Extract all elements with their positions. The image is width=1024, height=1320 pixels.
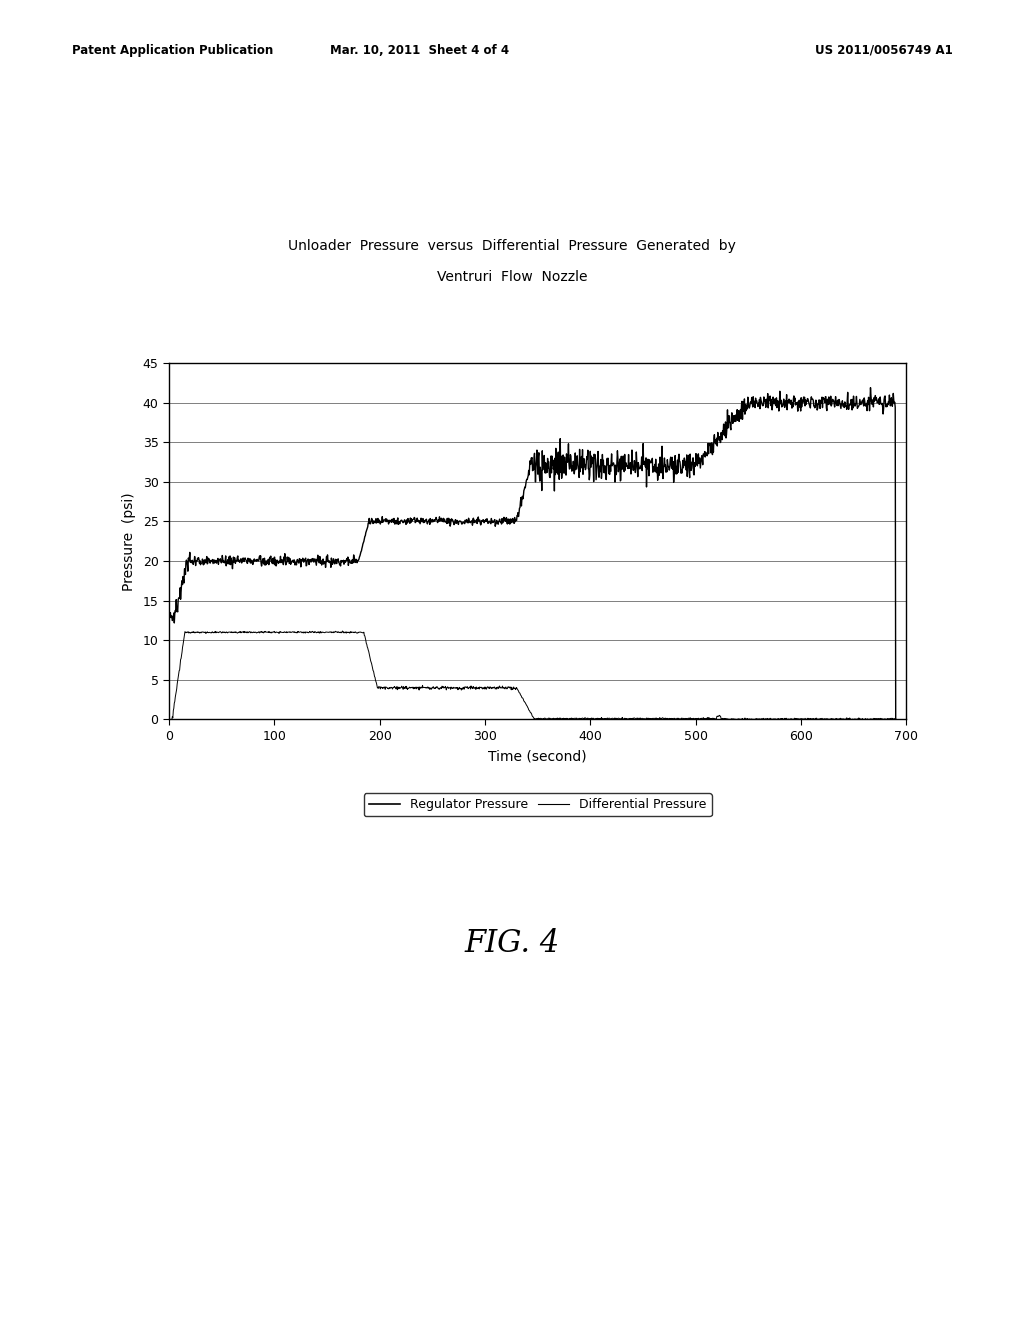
Text: Mar. 10, 2011  Sheet 4 of 4: Mar. 10, 2011 Sheet 4 of 4 <box>331 44 509 57</box>
Y-axis label: Pressure  (psi): Pressure (psi) <box>122 492 136 590</box>
Text: FIG. 4: FIG. 4 <box>464 928 560 960</box>
Text: Patent Application Publication: Patent Application Publication <box>72 44 273 57</box>
Text: Ventruri  Flow  Nozzle: Ventruri Flow Nozzle <box>437 269 587 284</box>
Legend: Regulator Pressure, Differential Pressure: Regulator Pressure, Differential Pressur… <box>364 793 712 816</box>
Text: Unloader  Pressure  versus  Differential  Pressure  Generated  by: Unloader Pressure versus Differential Pr… <box>288 239 736 253</box>
Text: US 2011/0056749 A1: US 2011/0056749 A1 <box>814 44 952 57</box>
X-axis label: Time (second): Time (second) <box>488 750 587 764</box>
